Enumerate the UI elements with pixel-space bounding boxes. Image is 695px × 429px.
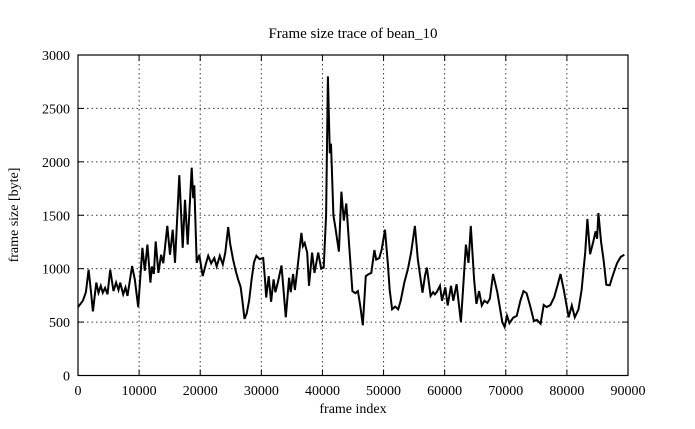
x-tick-label: 10000 — [122, 384, 157, 399]
x-tick-label: 60000 — [427, 384, 462, 399]
x-tick-label: 30000 — [244, 384, 279, 399]
y-tick-label: 2500 — [42, 102, 70, 117]
y-tick-label: 1500 — [42, 209, 70, 224]
y-tick-label: 2000 — [42, 156, 70, 171]
x-tick-label: 0 — [75, 384, 82, 399]
y-axis-label: frame size [byte] — [7, 168, 22, 263]
x-tick-label: 40000 — [305, 384, 340, 399]
y-tick-label: 0 — [63, 370, 70, 385]
x-tick-label: 70000 — [488, 384, 523, 399]
y-tick-label: 3000 — [42, 49, 70, 64]
tick-labels: 0 10000 20000 30000 40000 50000 60000 70000 8000… — [42, 49, 646, 399]
x-tick-label: 20000 — [183, 384, 218, 399]
plot-border — [77, 54, 629, 377]
chart-title: Frame size trace of bean_10 — [268, 26, 437, 42]
x-tick-label: 80000 — [549, 384, 584, 399]
data-line-series — [77, 76, 625, 330]
y-tick-label: 1000 — [42, 263, 70, 278]
x-tick-label: 90000 — [611, 384, 646, 399]
gridlines — [78, 55, 628, 376]
y-tick-label: 500 — [49, 316, 70, 331]
x-axis-label: frame index — [319, 402, 386, 417]
x-tick-label: 50000 — [366, 384, 401, 399]
